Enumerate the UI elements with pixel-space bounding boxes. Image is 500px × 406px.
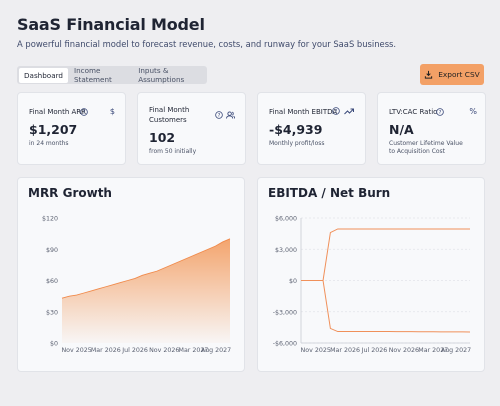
chart-title: MRR Growth [28,186,112,200]
y-tick-label: $0 [50,341,58,348]
help-icon: ? [436,107,445,116]
svg-text:?: ? [218,113,221,119]
x-tick-label: Jul 2026 [121,347,148,354]
card-label: LTV:CAC Ratio [389,108,438,116]
export-button[interactable]: Export CSV [420,64,484,85]
y-tick-label: $0 [289,278,297,285]
chart-panel: MRR Growth $0 $30 $60 $90 $120 Nov 2025 Mar 20… [17,177,245,372]
x-tick-label: Nov 2025 [301,347,331,354]
card-label: Final Month ARR [29,108,87,116]
trend-icon [344,108,354,115]
x-tick-label: Aug 2027 [201,347,231,354]
card-value: 102 [149,130,176,145]
y-tick-label: $90 [46,247,58,254]
page-subtitle: A powerful financial model to forecast r… [17,39,397,49]
help-icon: ? [80,107,88,116]
y-tick-label: $30 [46,309,58,316]
line [301,280,471,333]
page-title: SaaS Financial Model [17,15,205,34]
card-note: from 50 initially [149,148,197,155]
y-tick-label: $60 [46,278,58,285]
svg-text:?: ? [439,110,442,116]
area [62,238,230,343]
help-icon: ? [332,107,340,115]
chart-title: EBITDA / Net Burn [268,186,390,200]
area-line [61,238,231,299]
tab[interactable]: Inputs & Assumptions [138,66,185,84]
line [301,228,470,281]
kpi-card: Final Month EBITDA ? -$4,939 Monthly pro… [257,92,366,165]
svg-text:?: ? [83,110,86,116]
svg-text:?: ? [335,109,338,115]
x-tick-label: Mar 2027 [418,347,448,354]
card-note: in 24 months [29,140,69,147]
y-tick-label: -$3,000 [273,309,297,316]
x-tick-label: Nov 2026 [389,347,419,354]
x-tick-label: Mar 2027 [179,347,209,354]
y-tick-label: $6,000 [275,216,297,223]
chart: EBITDA / Net Burn -$6,000 -$3,000 $0 $3,000… [268,186,471,354]
card-note: Monthly profit/loss [269,140,325,147]
x-tick-label: Aug 2027 [441,347,471,354]
chart-panel: EBITDA / Net Burn -$6,000 -$3,000 $0 $3,000… [257,177,485,372]
y-tick-label: -$6,000 [273,341,297,348]
kpi-card: Final Month ARR ? $ $1,207 in 24 months [17,92,126,165]
help-icon: ? [215,111,223,119]
card-icon: % [469,107,477,116]
kpi-card: LTV:CAC Ratio ?% N/A Customer Lifetime V… [377,92,486,165]
card-label: Final Month EBITDA [269,108,338,116]
card-note: Customer Lifetime Value to Acquisition C… [389,140,463,155]
tab-bar: Dashboard Income Statement Inputs & Assu… [17,66,207,84]
x-tick-label: Mar 2026 [91,347,121,354]
card-value: $1,207 [29,122,78,137]
x-tick-label: Mar 2026 [330,347,360,354]
download-icon [425,70,433,79]
x-tick-label: Jul 2026 [361,347,388,354]
y-tick-label: $3,000 [275,247,297,254]
tab[interactable]: Dashboard [19,67,68,83]
kpi-card: Final Month Customers ? 102 from 50 init… [137,92,246,165]
card-value: -$4,939 [269,122,323,137]
x-tick-label: Nov 2025 [61,347,91,354]
users-icon [226,111,235,119]
card-icon: $ [109,107,115,116]
card-value: N/A [389,122,414,137]
y-tick-label: $120 [42,216,58,223]
tab[interactable]: Income Statement [74,66,112,84]
x-tick-label: Nov 2026 [149,347,179,354]
export-label: Export CSV [438,70,480,79]
card-label: Final Month Customers [149,106,190,124]
